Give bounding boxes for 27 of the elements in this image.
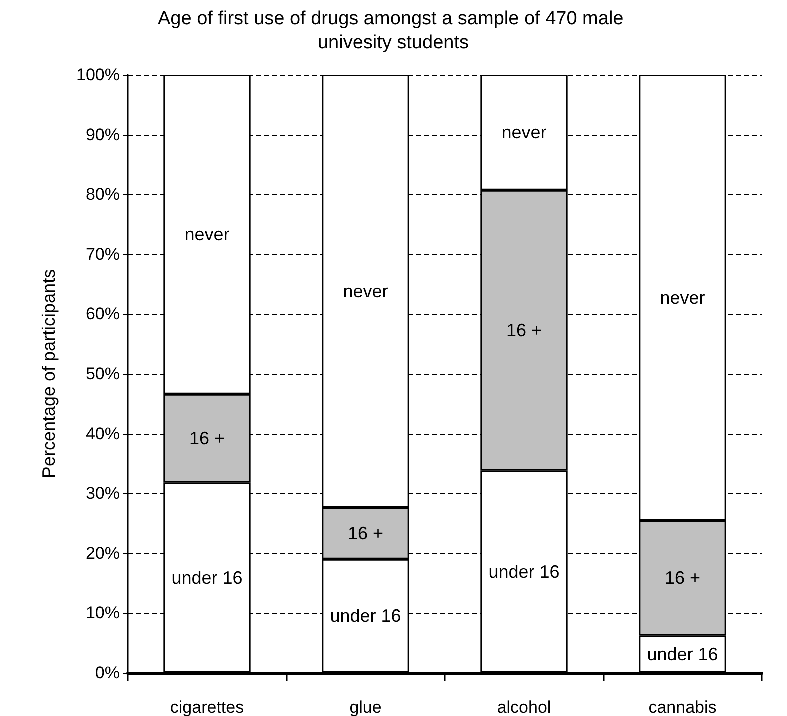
series-label: never — [343, 281, 388, 302]
y-tick-label: 0% — [95, 664, 120, 682]
series-label: 16 + — [348, 524, 384, 544]
y-axis-title: Percentage of participants — [39, 269, 59, 479]
y-tick-label: 100% — [76, 66, 120, 84]
y-tick-label: 90% — [86, 125, 120, 144]
y-tick-label: 80% — [86, 185, 120, 204]
series-label: under 16 — [172, 568, 243, 588]
text: under 16 — [330, 606, 402, 626]
y-tick-label: 60% — [86, 304, 120, 324]
y-tick-label: 20% — [86, 544, 120, 563]
y-tick-label: 30% — [86, 484, 120, 504]
text: 16 + — [664, 568, 701, 588]
chart-title: Age of first use of drugs amongst a sample of 470 male univesity students — [158, 8, 630, 54]
y-tick-label: 40% — [86, 424, 120, 444]
text: under 16 — [488, 562, 560, 582]
text: under 16 — [647, 644, 718, 664]
x-tick-label: cannabis — [648, 698, 717, 716]
y-tick-label: 70% — [86, 244, 120, 264]
text: 16 + — [189, 428, 226, 449]
text: never — [660, 288, 706, 308]
y-tick-label: 10% — [86, 604, 120, 623]
text: never — [184, 224, 230, 245]
text: 16 + — [506, 320, 542, 341]
y-tick-label: 50% — [86, 364, 120, 384]
text: never — [502, 122, 547, 143]
x-tick-label: alcohol — [497, 698, 552, 716]
